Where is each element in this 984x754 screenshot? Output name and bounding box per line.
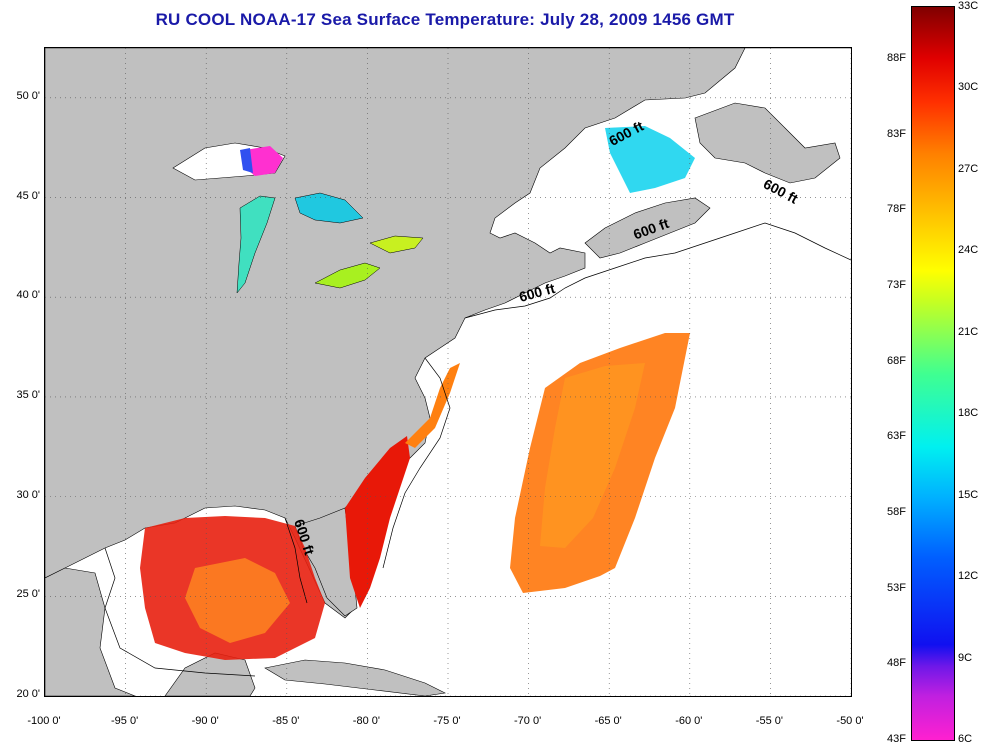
y-tick-label: 40 0' [16, 289, 40, 302]
colorbar-fahrenheit-label: 88F [887, 52, 906, 64]
y-tick-label: 45 0' [16, 189, 40, 202]
x-tick-label: -60 0' [675, 715, 703, 727]
y-tick-label: 35 0' [16, 388, 40, 401]
x-tick-label: -80 0' [352, 715, 380, 727]
map-title: RU COOL NOAA-17 Sea Surface Temperature:… [155, 10, 735, 29]
y-tick-label: 30 0' [16, 488, 40, 501]
colorbar-celsius-label: 21C [958, 325, 979, 338]
colorbar-celsius-label: 18C [958, 407, 979, 420]
land-mexico [45, 567, 136, 696]
colorbar-celsius-label: 30C [958, 81, 979, 94]
x-tick-label: -90 0' [191, 715, 219, 727]
colorbar-fahrenheit-label: 53F [887, 581, 906, 594]
y-tick-label: 50 0' [16, 89, 40, 102]
x-tick-label: -85 0' [272, 715, 300, 727]
y-tick-label: 25 0' [16, 588, 40, 601]
colorbar-fahrenheit-label: 63F [887, 430, 906, 443]
x-tick-label: -55 0' [755, 715, 783, 727]
colorbar-celsius-label: 33C [958, 0, 979, 12]
colorbar-celsius-label: 12C [958, 570, 979, 583]
colorbar-celsius-label: 27C [958, 162, 979, 175]
colorbar-fahrenheit-label: 48F [887, 657, 906, 670]
x-tick-label: -70 0' [514, 715, 542, 727]
land-florida [294, 507, 358, 617]
colorbar-celsius-label: 6C [958, 733, 973, 745]
colorbar-fahrenheit-label: 73F [887, 279, 906, 291]
colorbar-fahrenheit-label: 83F [887, 127, 906, 140]
coastal-sst-orange [405, 363, 460, 448]
gulf-st-lawrence-sst [605, 126, 695, 193]
colorbar-fahrenheit-label: 58F [887, 506, 906, 518]
x-tick-label: -100 0' [27, 715, 61, 727]
depth-contours [104, 222, 851, 677]
colorbar-celsius-label: 24C [958, 244, 979, 257]
temperature-colorbar [911, 6, 955, 741]
y-tick-label: 20 0' [16, 688, 40, 700]
colorbar-fahrenheit-label: 43F [887, 733, 906, 745]
colorbar-fahrenheit-label: 68F [887, 354, 906, 367]
colorbar-celsius-label: 15C [958, 488, 979, 501]
lat-lon-grid [45, 48, 851, 696]
gulf-of-mexico-sst-orange [185, 558, 290, 643]
land-yucatan [164, 652, 256, 696]
sst-map[interactable]: 600 ft 600 ft 600 ft 600 ft 600 ft [44, 47, 852, 697]
land-cuba [264, 659, 446, 696]
lake-superior-sst [243, 146, 283, 176]
land-newfoundland [694, 102, 841, 184]
x-tick-label: -50 0' [836, 715, 864, 727]
lake-superior-sst-blue [240, 148, 253, 173]
land-nova-scotia [584, 197, 711, 259]
x-tick-label: -95 0' [111, 715, 139, 727]
colorbar-celsius-label: 9C [958, 651, 973, 664]
x-tick-label: -65 0' [594, 715, 622, 727]
colorbar-fahrenheit-label: 78F [887, 203, 906, 216]
atlantic-sst-swath-warm [540, 363, 645, 548]
x-tick-label: -75 0' [433, 715, 461, 727]
gulf-stream-sst [345, 436, 410, 608]
